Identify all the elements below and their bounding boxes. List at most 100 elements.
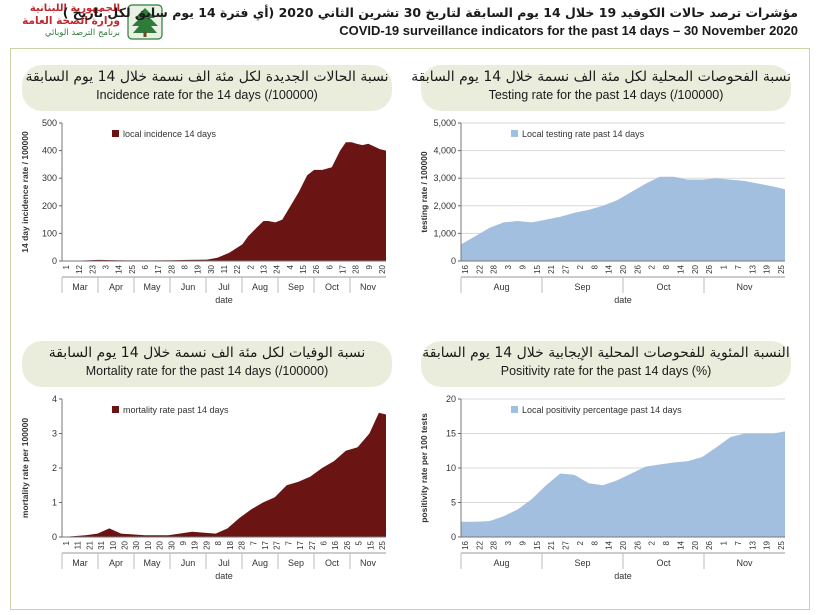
x-day-tick-label: 19 [763,264,772,273]
x-month-label: Oct [325,282,340,292]
x-day-tick-label: 20 [691,540,700,549]
x-day-tick-label: 30 [207,264,216,273]
cedar-tree-icon [127,4,163,40]
x-day-tick-label: 3 [504,540,513,545]
y-tick-label: 200 [42,201,57,211]
x-month-label: Aug [252,558,268,568]
x-day-tick-label: 24 [273,264,282,273]
x-day-tick-label: 20 [691,264,700,273]
y-tick-label: 0 [52,532,57,542]
x-day-tick-label: 1 [720,264,729,269]
x-day-tick-label: 4 [286,264,295,269]
y-tick-label: 5,000 [433,118,456,128]
legend-swatch [112,406,119,413]
y-tick-label: 15 [446,429,456,439]
panel-mortality: نسبة الوفيات لكل مئة الف نسمة خلال 14 يو… [14,331,409,609]
x-month-label: Aug [493,558,509,568]
x-day-tick-label: 20 [378,264,387,273]
panel-banner: نسبة الوفيات لكل مئة الف نسمة خلال 14 يو… [22,341,392,387]
x-day-tick-label: 30 [167,540,176,549]
x-day-tick-label: 5 [355,540,364,545]
panel-banner: النسبة المئوية للفحوصات المحلية الإيجابي… [421,341,791,387]
x-axis-title: date [614,571,632,581]
x-day-tick-label: 16 [461,264,470,273]
panel-banner: نسبة الفحوصات المحلية لكل مئة الف نسمة خ… [411,65,791,111]
panel-banner: نسبة الحالات الجديدة لكل مئة الف نسمة خل… [22,65,392,111]
x-day-tick-label: 29 [202,540,211,549]
x-day-tick-label: 17 [261,540,270,549]
x-day-tick-label: 28 [167,264,176,273]
x-month-label: May [143,282,161,292]
x-day-tick-label: 26 [705,540,714,549]
y-tick-label: 500 [42,118,57,128]
x-axis-title: date [215,571,233,581]
x-day-tick-label: 28 [238,540,247,549]
report-title-arabic: مؤشرات ترصد حالات الكوفيد 19 خلال 14 يوم… [62,5,798,20]
x-day-tick-label: 1 [720,540,729,545]
x-month-label: Jun [181,558,196,568]
x-day-tick-label: 28 [352,264,361,273]
x-day-tick-label: 14 [676,264,685,273]
x-day-tick-label: 27 [273,540,282,549]
x-month-label: Sep [574,282,590,292]
series-area [62,412,386,537]
x-month-label: Mar [72,282,88,292]
x-month-label: Aug [252,282,268,292]
x-day-tick-label: 19 [194,264,203,273]
x-day-tick-label: 21 [547,540,556,549]
x-day-tick-label: 15 [366,540,375,549]
x-day-tick-label: 25 [777,264,786,273]
x-day-tick-label: 11 [74,540,83,549]
y-tick-label: 5 [451,498,456,508]
legend-label: mortality rate past 14 days [123,405,229,415]
x-day-tick-label: 8 [662,540,671,545]
x-month-label: Apr [109,282,123,292]
x-day-tick-label: 9 [518,264,527,269]
x-month-label: Jul [218,558,230,568]
x-day-tick-label: 6 [319,540,328,545]
x-day-tick-label: 2 [246,264,255,269]
x-month-label: Oct [656,558,671,568]
x-day-tick-label: 10 [109,540,118,549]
x-day-tick-label: 18 [226,540,235,549]
x-day-tick-label: 31 [97,540,106,549]
y-tick-label: 300 [42,173,57,183]
x-day-tick-label: 22 [475,540,484,549]
legend-swatch [112,130,119,137]
x-month-label: Apr [109,558,123,568]
x-month-label: Aug [493,282,509,292]
x-day-tick-label: 20 [156,540,165,549]
x-day-tick-label: 19 [191,540,200,549]
x-day-tick-label: 15 [299,264,308,273]
x-day-tick-label: 21 [85,540,94,549]
y-axis-title: positivity rate per 100 tests [419,413,429,523]
ministry-logo: الجمهورية اللبنانية وزارة الصحة العامة ب… [22,3,164,41]
x-day-tick-label: 16 [461,540,470,549]
banner-title-arabic: نسبة الوفيات لكل مئة الف نسمة خلال 14 يو… [48,345,366,361]
y-tick-label: 400 [42,146,57,156]
logo-line-program: برنامج الترصد الوبائي [44,28,120,38]
x-month-label: Sep [288,282,304,292]
x-day-tick-label: 25 [777,540,786,549]
legend-swatch [511,130,518,137]
x-day-tick-label: 16 [331,540,340,549]
x-month-label: Nov [360,558,377,568]
y-tick-label: 0 [451,256,456,266]
x-day-tick-label: 27 [308,540,317,549]
x-month-label: Sep [574,558,590,568]
x-day-tick-label: 21 [547,264,556,273]
x-axis-title: date [215,295,233,305]
x-day-tick-label: 17 [154,264,163,273]
series-area [461,431,785,537]
x-month-label: Mar [72,558,88,568]
panel-incidence: نسبة الحالات الجديدة لكل مئة الف نسمة خل… [14,55,409,333]
x-day-tick-label: 20 [121,540,130,549]
x-day-tick-label: 8 [181,264,190,269]
x-month-label: Jul [218,282,230,292]
x-day-tick-label: 20 [619,540,628,549]
x-day-tick-label: 1 [62,540,71,545]
banner-title-arabic: النسبة المئوية للفحوصات المحلية الإيجابي… [422,345,790,361]
x-day-tick-label: 17 [296,540,305,549]
y-axis-title: 14 day incidence rate / 100000 [20,131,30,253]
